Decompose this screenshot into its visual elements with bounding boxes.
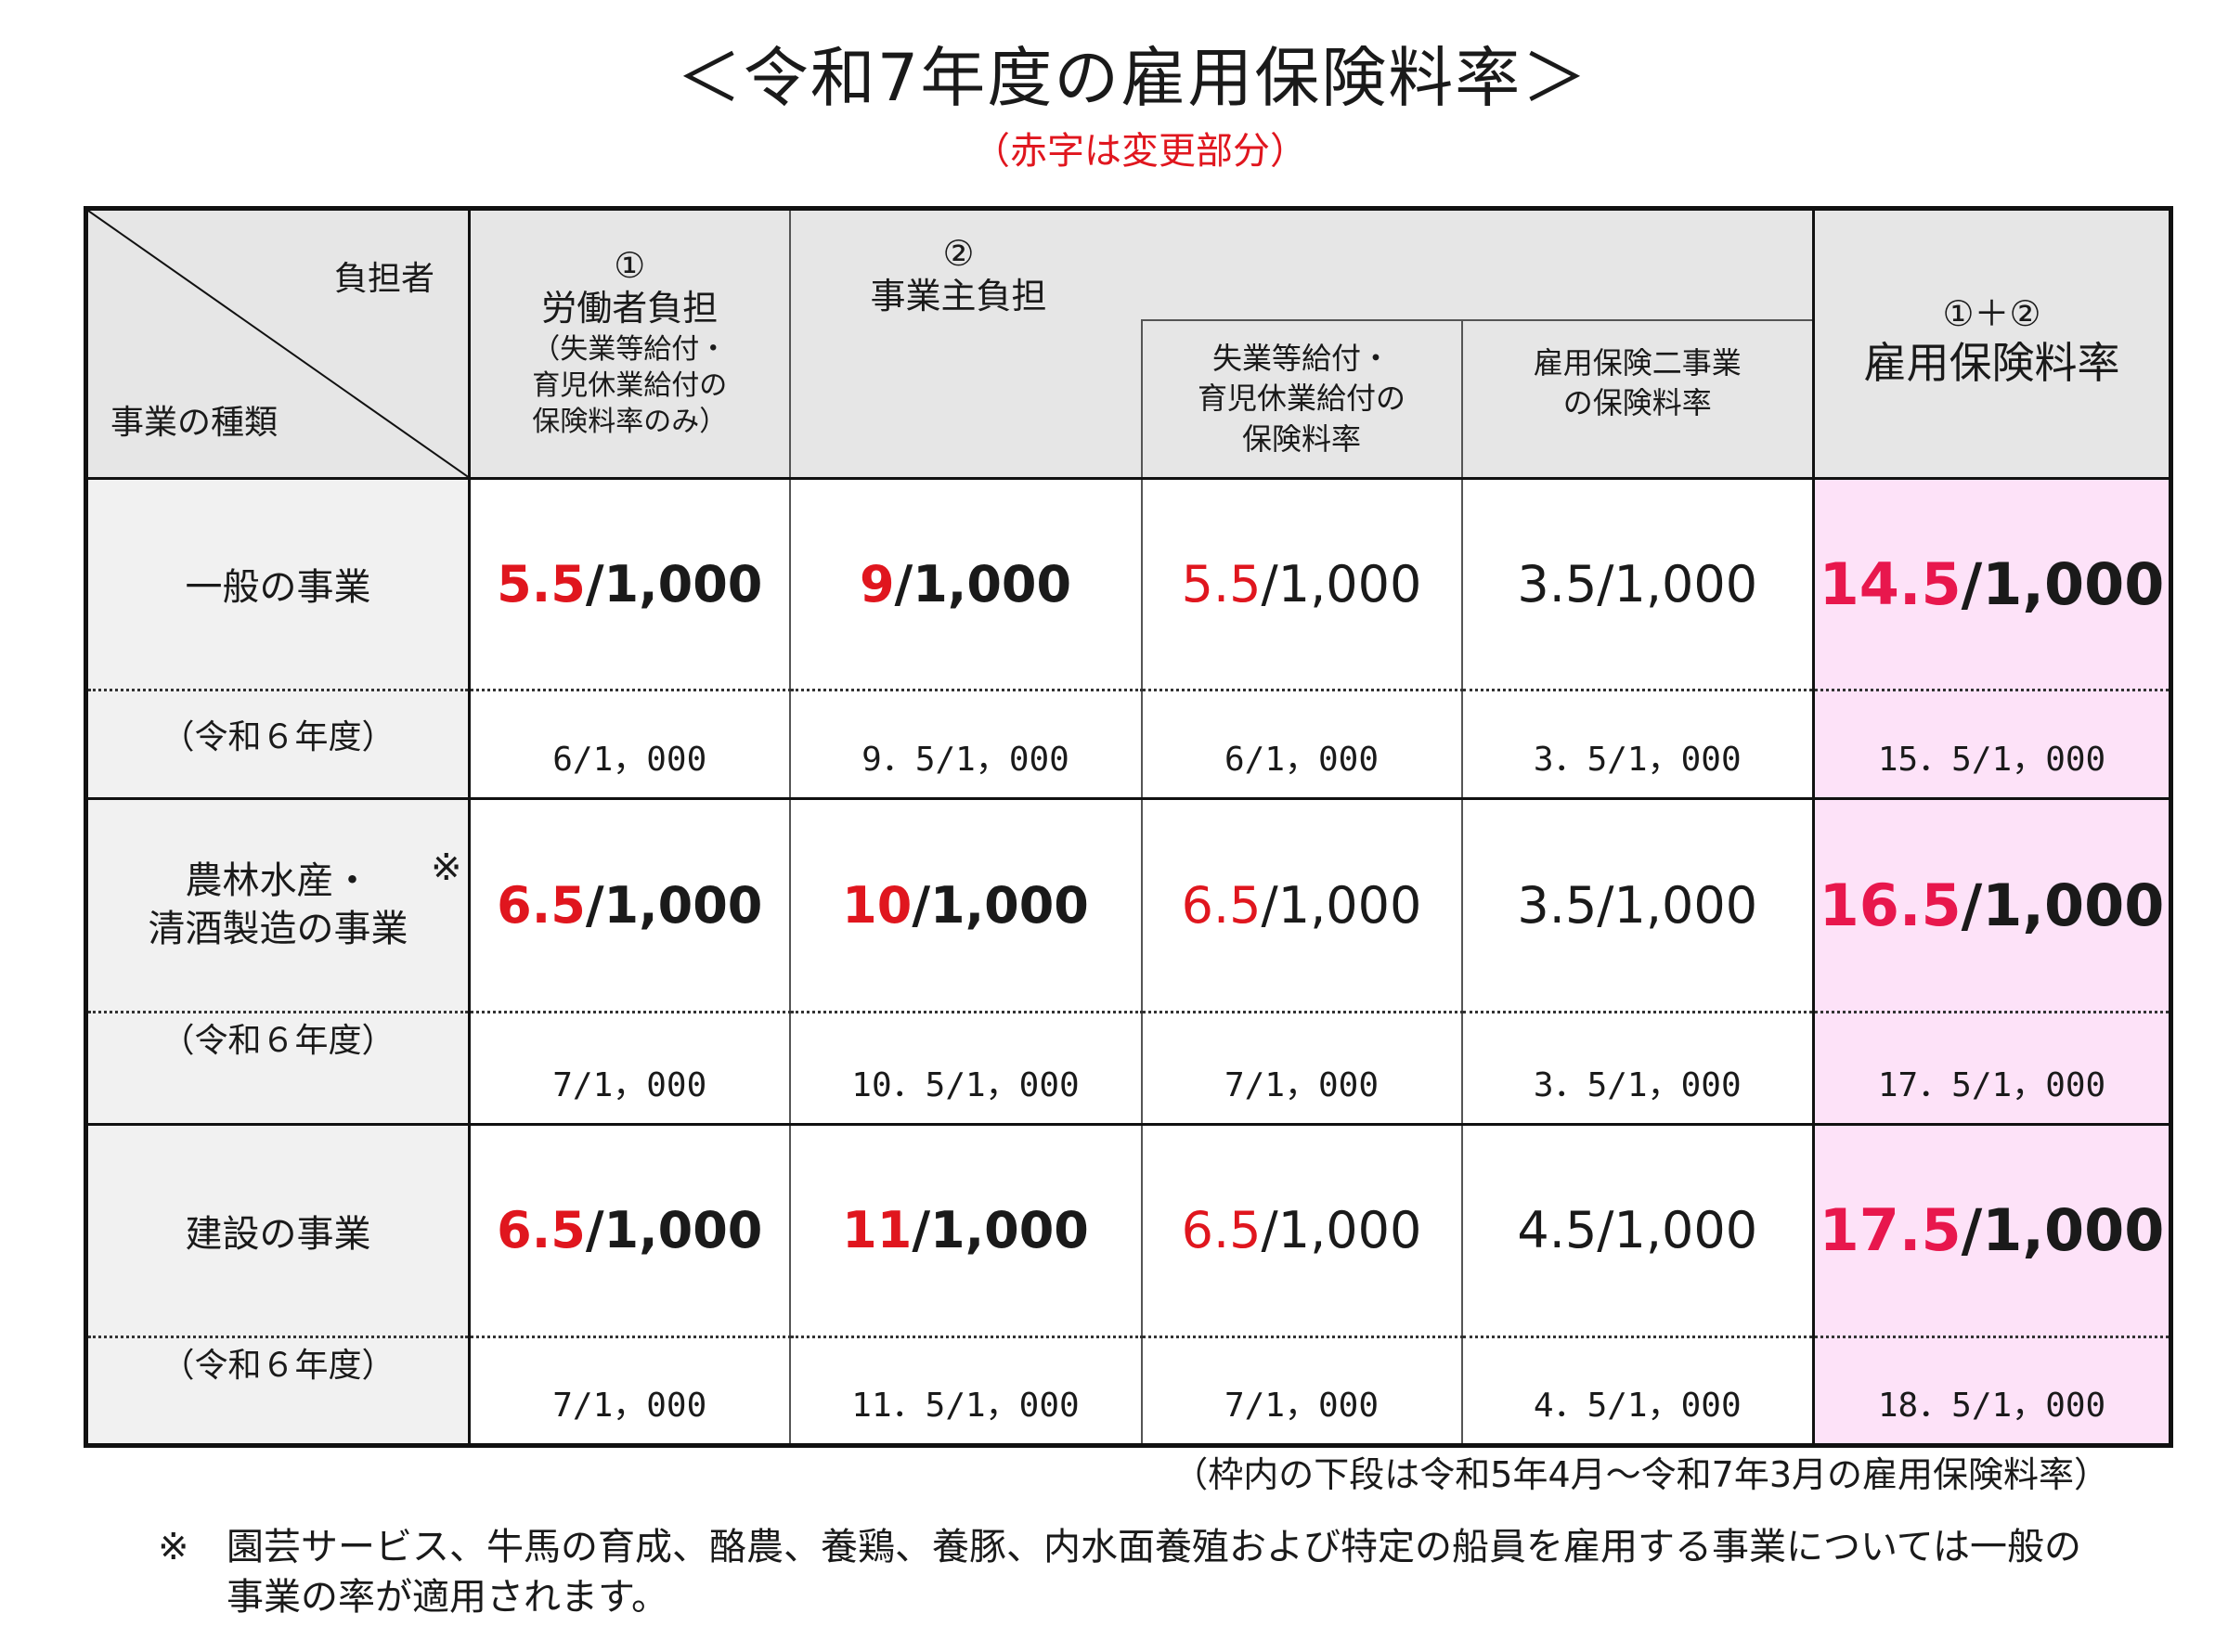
sub2-rate: 4.5/1,000 bbox=[1460, 1124, 1815, 1338]
sub1-rate-previous: 6/1，000 bbox=[1140, 690, 1463, 800]
sub2-rate: 3.5/1,000 bbox=[1460, 478, 1815, 691]
worker-rate: 5.5/1,000 bbox=[468, 478, 791, 691]
sub2-rate: 3.5/1,000 bbox=[1460, 798, 1815, 1013]
table-row: 一般の事業 5.5/1,000 9/1,000 5.5/1,000 3.5/1,… bbox=[84, 478, 2172, 691]
row-previous-label: （令和６年度） bbox=[84, 1012, 471, 1126]
sub1-rate: 5.5/1,000 bbox=[1140, 478, 1463, 691]
header-employer-cell: ② 事業主負担 bbox=[788, 208, 1815, 321]
header-sub2-line-2: の保険料率 bbox=[1562, 385, 1712, 421]
header-row-top: 負担者 事業の種類 ① 労働者負担 （失業等給付・ 育児休業給付の 保険料率のみ… bbox=[84, 208, 2172, 480]
header-corner-cell: 負担者 事業の種類 bbox=[84, 208, 471, 480]
footnote: ※ 園芸サービス、牛馬の育成、酪農、養鶏、養豚、内水面養殖および特定の船員を雇用… bbox=[158, 1522, 2117, 1622]
employer-rate-previous: 9．5/1，000 bbox=[788, 690, 1143, 800]
table-row: 建設の事業 6.5/1,000 11/1,000 6.5/1,000 4.5/1… bbox=[84, 1124, 2172, 1338]
page-subtitle: （赤字は変更部分） bbox=[973, 130, 1307, 173]
header-worker-note-line-3: 保険料率のみ） bbox=[532, 406, 728, 439]
header-total-circle: ①＋② bbox=[1942, 293, 2041, 335]
employer-rate: 11/1,000 bbox=[788, 1124, 1143, 1338]
row-label: 建設の事業 bbox=[84, 1124, 471, 1338]
worker-rate: 6.5/1,000 bbox=[468, 1124, 791, 1338]
total-rate-previous: 17．5/1，000 bbox=[1812, 1012, 2172, 1126]
header-worker-note-line-2: 育児休業給付の bbox=[532, 369, 728, 403]
footnote-text: 園芸サービス、牛馬の育成、酪農、養鶏、養豚、内水面養殖および特定の船員を雇用する… bbox=[227, 1526, 2081, 1619]
total-rate-previous: 15．5/1，000 bbox=[1812, 690, 2172, 800]
page-title: ＜令和7年度の雇用保険料率＞ bbox=[676, 40, 1589, 116]
row-label: 農林水産・ 清酒製造の事業 ※ bbox=[84, 798, 471, 1013]
header-row-bottom: 失業等給付・ 育児休業給付の 保険料率 雇用保険二事業 の保険料率 bbox=[86, 319, 2171, 480]
header-worker-circle: ① bbox=[614, 245, 646, 287]
header-worker-cell: ① 労働者負担 （失業等給付・ 育児休業給付の 保険料率のみ） bbox=[468, 208, 791, 480]
row-previous-label: （令和６年度） bbox=[84, 690, 471, 800]
header-total-label: 雇用保険料率 bbox=[1863, 338, 2120, 389]
total-rate: 16.5/1,000 bbox=[1812, 798, 2172, 1013]
worker-rate: 6.5/1,000 bbox=[468, 798, 791, 1013]
footnote-mark: ※ bbox=[158, 1526, 189, 1568]
diagonal-line bbox=[88, 211, 468, 477]
worker-rate-previous: 7/1，000 bbox=[468, 1336, 791, 1446]
worker-rate-previous: 7/1，000 bbox=[468, 1012, 791, 1126]
sub2-rate-previous: 4．5/1，000 bbox=[1460, 1336, 1815, 1446]
sub2-rate-previous: 3．5/1，000 bbox=[1460, 1012, 1815, 1126]
row-label-line-1: 農林水産・ bbox=[185, 859, 371, 903]
header-sub1-line-3: 保険料率 bbox=[1241, 420, 1361, 457]
row-label: 一般の事業 bbox=[84, 478, 471, 691]
header-sub1-line-1: 失業等給付・ bbox=[1211, 341, 1391, 377]
sub1-rate: 6.5/1,000 bbox=[1140, 1124, 1463, 1338]
total-rate-previous: 18．5/1，000 bbox=[1812, 1336, 2172, 1446]
sub1-rate-previous: 7/1，000 bbox=[1140, 1336, 1463, 1446]
employer-rate-previous: 10．5/1，000 bbox=[788, 1012, 1143, 1126]
header-sub1-cell: 失業等給付・ 育児休業給付の 保険料率 bbox=[1140, 319, 1463, 480]
table-row-previous: （令和６年度） 7/1，000 10．5/1，000 7/1，000 3．5/1… bbox=[84, 1012, 2172, 1126]
header-employer-circle: ② bbox=[942, 233, 975, 274]
sub1-rate-previous: 7/1，000 bbox=[1140, 1012, 1463, 1126]
header-corner-bottom-label: 事業の種類 bbox=[110, 403, 278, 442]
worker-rate-previous: 6/1，000 bbox=[468, 690, 791, 800]
row-previous-label: （令和６年度） bbox=[84, 1336, 471, 1446]
total-rate: 14.5/1,000 bbox=[1812, 478, 2172, 691]
sub2-rate-previous: 3．5/1，000 bbox=[1460, 690, 1815, 800]
header-corner-top-label: 負担者 bbox=[333, 260, 434, 298]
period-note: （枠内の下段は令和5年4月～令和7年3月の雇用保険料率） bbox=[1172, 1454, 2109, 1495]
header-worker-note-line-1: （失業等給付・ bbox=[532, 333, 728, 367]
header-total-cell: ①＋② 雇用保険料率 bbox=[1812, 208, 2172, 480]
header-sub2-line-1: 雇用保険二事業 bbox=[1533, 345, 1742, 381]
employer-rate: 10/1,000 bbox=[788, 798, 1143, 1013]
total-rate: 17.5/1,000 bbox=[1812, 1124, 2172, 1338]
header-employer-label: 事業主負担 bbox=[870, 275, 1047, 316]
sub1-rate: 6.5/1,000 bbox=[1140, 798, 1463, 1013]
header-sub2-cell: 雇用保険二事業 の保険料率 bbox=[1460, 319, 1815, 480]
header-employer-cell-spacer bbox=[788, 320, 1143, 480]
rates-table: 負担者 事業の種類 ① 労働者負担 （失業等給付・ 育児休業給付の 保険料率のみ… bbox=[84, 206, 2174, 1448]
table-row-previous: （令和６年度） 6/1，000 9．5/1，000 6/1，000 3．5/1，… bbox=[84, 690, 2172, 800]
table-row: 農林水産・ 清酒製造の事業 ※ 6.5/1,000 10/1,000 6.5/1… bbox=[84, 798, 2172, 1013]
employer-rate: 9/1,000 bbox=[788, 478, 1143, 691]
header-worker-label: 労働者負担 bbox=[541, 288, 719, 329]
table-row-previous: （令和６年度） 7/1，000 11．5/1，000 7/1，000 4．5/1… bbox=[84, 1336, 2172, 1446]
row-label-line-2: 清酒製造の事業 bbox=[148, 908, 408, 951]
note-mark: ※ bbox=[430, 846, 462, 890]
employer-rate-previous: 11．5/1，000 bbox=[788, 1336, 1143, 1446]
header-sub1-line-2: 育児休業給付の bbox=[1197, 381, 1405, 417]
